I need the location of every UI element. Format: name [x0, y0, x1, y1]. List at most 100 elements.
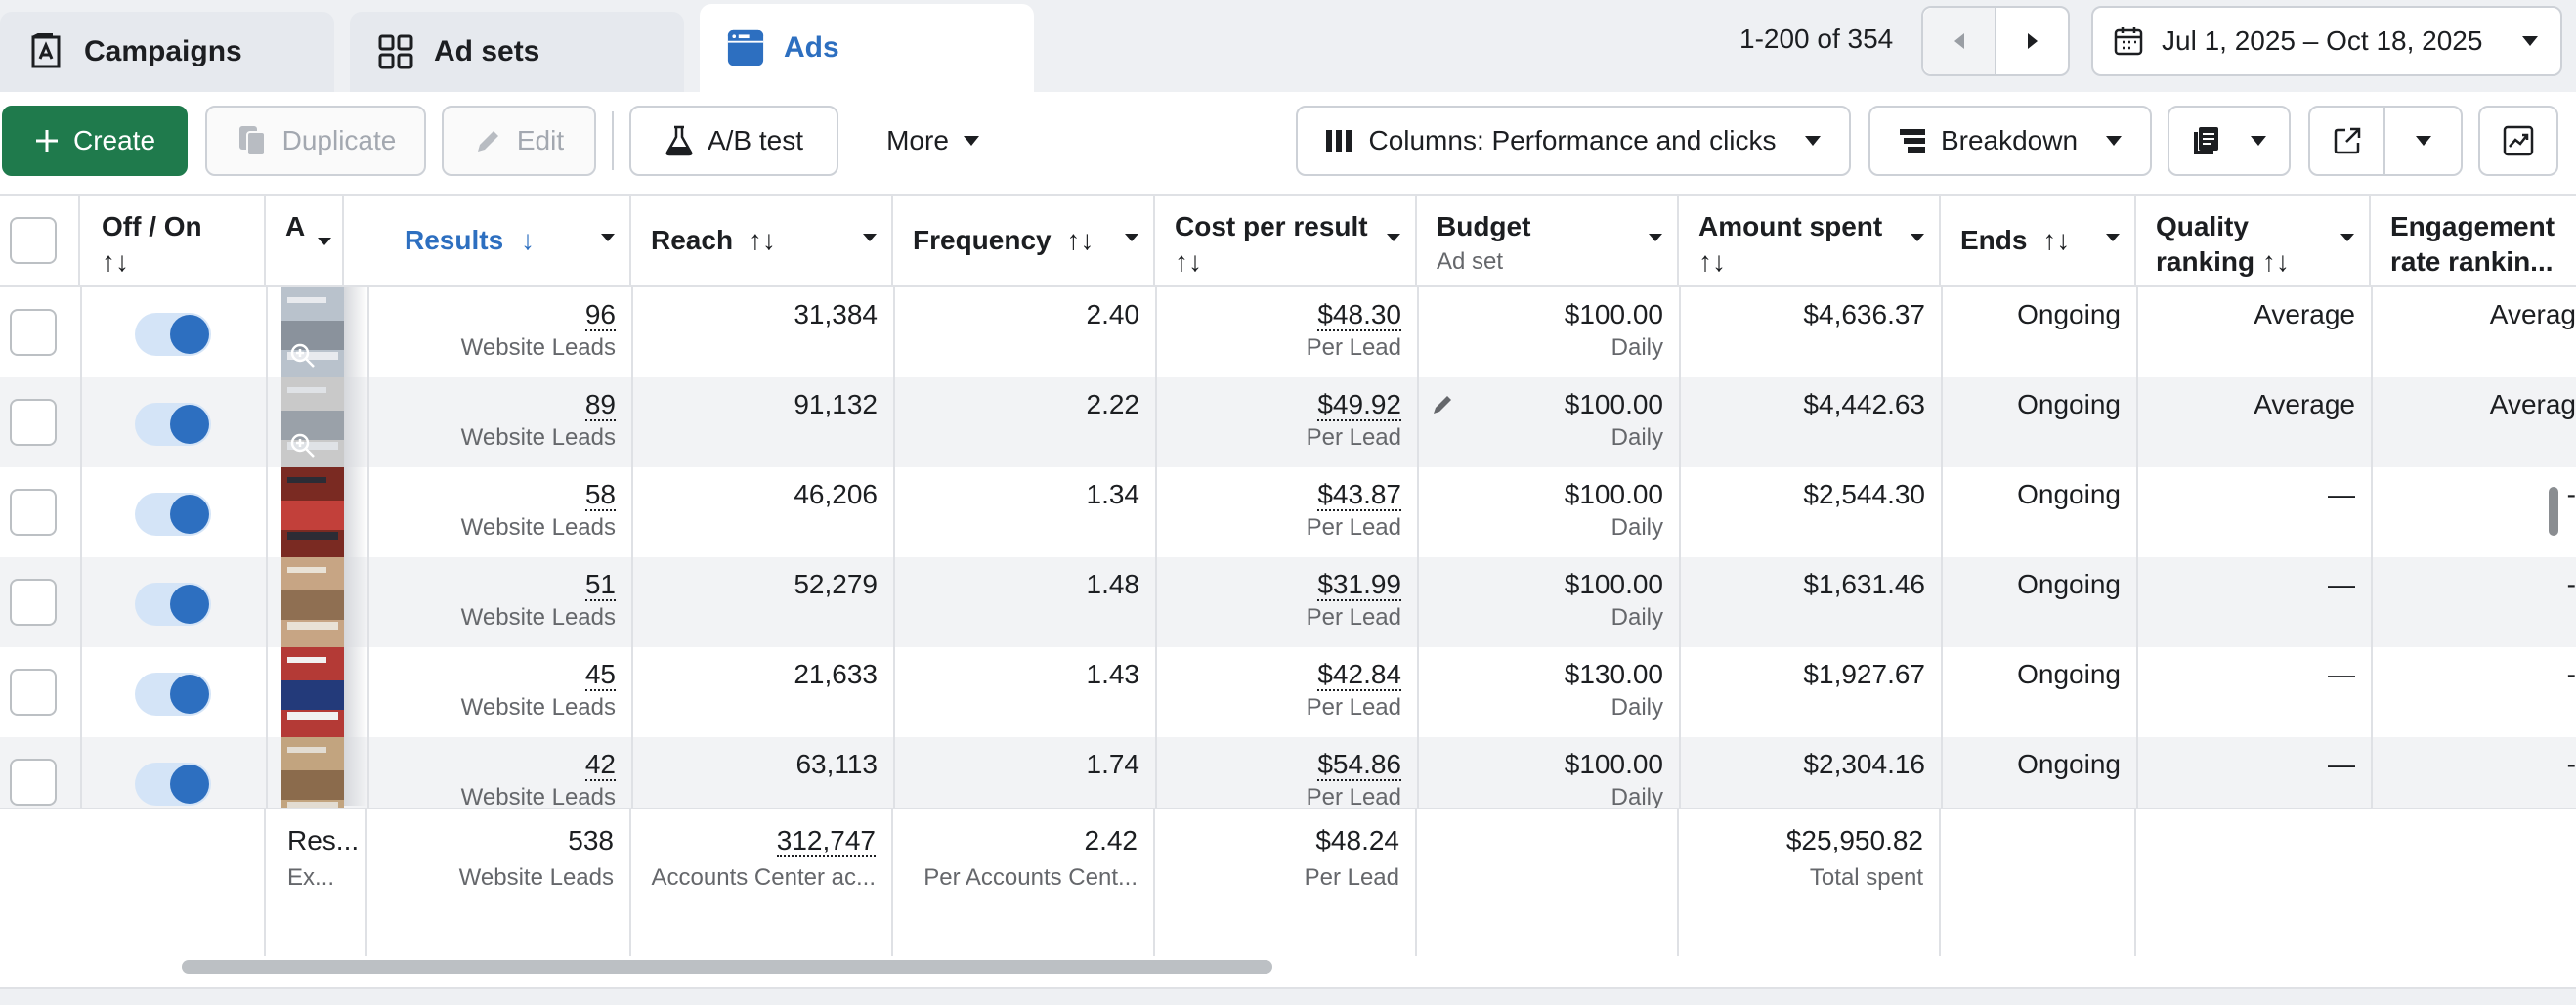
- ad-toggle[interactable]: [135, 673, 211, 716]
- columns-button[interactable]: Columns: Performance and clicks: [1296, 106, 1851, 176]
- header-ad-name[interactable]: A: [266, 196, 344, 287]
- cost-value[interactable]: $54.86: [1317, 749, 1401, 781]
- caret-down-icon: [601, 234, 615, 241]
- cost-value[interactable]: $42.84: [1317, 659, 1401, 691]
- table-row[interactable]: 51 Website Leads 52,279 1.48 $31.99 Per …: [0, 557, 2576, 647]
- caret-down-icon: [2106, 234, 2120, 241]
- summary-cost: $48.24 Per Lead: [1155, 809, 1417, 956]
- results-value[interactable]: 89: [584, 389, 616, 421]
- cell-budget[interactable]: $100.00 Daily: [1417, 287, 1679, 377]
- reports-icon: [2194, 127, 2218, 154]
- row-checkbox[interactable]: [10, 579, 57, 626]
- select-all-checkbox[interactable]: [10, 217, 57, 264]
- more-button[interactable]: More: [864, 106, 1003, 176]
- export-button[interactable]: [2310, 108, 2386, 174]
- ad-toggle[interactable]: [135, 403, 211, 446]
- ad-thumbnail[interactable]: [281, 557, 344, 647]
- next-page-button[interactable]: [1996, 8, 2068, 74]
- reports-button[interactable]: [2168, 106, 2291, 176]
- frequency-value: 1.74: [1086, 749, 1140, 779]
- pagination-controls: [1921, 6, 2070, 76]
- edit-button[interactable]: Edit: [442, 106, 596, 176]
- cost-value[interactable]: $43.87: [1317, 479, 1401, 511]
- row-checkbox[interactable]: [10, 489, 57, 536]
- tab-campaigns[interactable]: Campaigns: [0, 12, 334, 92]
- header-results[interactable]: Results ↓: [367, 196, 631, 287]
- results-value[interactable]: 51: [584, 569, 616, 601]
- header-reach[interactable]: Reach ↑↓: [631, 196, 893, 287]
- table-header: Off / On ↑↓ A Results ↓ Reach ↑↓ Frequen…: [0, 194, 2576, 287]
- cost-value[interactable]: $49.92: [1317, 389, 1401, 421]
- previous-page-button[interactable]: [1923, 8, 1996, 74]
- cell-results: 89 Website Leads: [367, 377, 631, 467]
- cell-frequency: 1.74: [893, 737, 1155, 827]
- tab-ads[interactable]: Ads: [700, 4, 1034, 92]
- cell-budget[interactable]: $100.00 Daily: [1417, 557, 1679, 647]
- caret-down-icon: [1125, 234, 1138, 241]
- header-quality-ranking[interactable]: Quality ranking ↑↓: [2136, 196, 2371, 287]
- results-value[interactable]: 58: [584, 479, 616, 511]
- cost-value[interactable]: $31.99: [1317, 569, 1401, 601]
- cell-results: 45 Website Leads: [367, 647, 631, 737]
- cell-budget[interactable]: $100.00 Daily: [1417, 737, 1679, 827]
- duplicate-icon: [238, 126, 266, 156]
- results-value[interactable]: 96: [584, 299, 616, 331]
- row-checkbox[interactable]: [10, 669, 57, 716]
- charts-button[interactable]: [2478, 106, 2558, 176]
- cell-quality-ranking: —: [2136, 467, 2371, 557]
- horizontal-scrollbar[interactable]: [182, 960, 1272, 974]
- header-engagement-ranking[interactable]: Engagement rate rankin...: [2371, 196, 2576, 287]
- ad-thumbnail[interactable]: [281, 467, 344, 557]
- duplicate-button[interactable]: Duplicate: [205, 106, 426, 176]
- results-value[interactable]: 42: [584, 749, 616, 781]
- cell-cost-per-result: $42.84 Per Lead: [1155, 647, 1417, 737]
- date-range-picker[interactable]: Jul 1, 2025 – Oct 18, 2025: [2091, 6, 2562, 76]
- header-budget[interactable]: Budget Ad set: [1417, 196, 1679, 287]
- select-all-header: [0, 196, 80, 287]
- cell-frequency: 1.34: [893, 467, 1155, 557]
- row-checkbox[interactable]: [10, 309, 57, 356]
- ad-thumbnail[interactable]: [281, 647, 344, 737]
- toolbar-divider: [612, 111, 614, 170]
- summary-reach-value[interactable]: 312,747: [776, 825, 876, 857]
- export-dropdown-button[interactable]: [2385, 108, 2461, 174]
- ad-toggle[interactable]: [135, 583, 211, 626]
- ab-test-button[interactable]: A/B test: [629, 106, 838, 176]
- header-frequency[interactable]: Frequency ↑↓: [893, 196, 1155, 287]
- cell-ends: Ongoing: [1941, 557, 2136, 647]
- table-row[interactable]: 89 Website Leads 91,132 2.22 $49.92 Per …: [0, 377, 2576, 467]
- header-amount-spent-label: Amount spent: [1698, 211, 1883, 241]
- cost-value[interactable]: $48.30: [1317, 299, 1401, 331]
- cell-budget[interactable]: $100.00 Daily: [1417, 467, 1679, 557]
- results-value[interactable]: 45: [584, 659, 616, 691]
- ad-toggle[interactable]: [135, 493, 211, 536]
- table-row[interactable]: 58 Website Leads 46,206 1.34 $43.87 Per …: [0, 467, 2576, 557]
- cell-amount-spent: $1,927.67: [1679, 647, 1941, 737]
- header-cost-per-result[interactable]: Cost per result ↑↓: [1155, 196, 1417, 287]
- ad-thumbnail[interactable]: [281, 287, 344, 377]
- tab-ad-sets[interactable]: Ad sets: [350, 12, 684, 92]
- frequency-value: 1.34: [1086, 479, 1140, 509]
- spent-value: $2,544.30: [1803, 479, 1925, 509]
- vertical-scrollbar[interactable]: [2549, 487, 2558, 536]
- ad-toggle[interactable]: [135, 313, 211, 356]
- table-row[interactable]: 96 Website Leads 31,384 2.40 $48.30 Per …: [0, 287, 2576, 377]
- cell-budget[interactable]: $130.00 Daily: [1417, 647, 1679, 737]
- sort-icon: ↑↓: [2042, 225, 2071, 255]
- quality-value: Average: [2254, 299, 2355, 329]
- ad-toggle[interactable]: [135, 763, 211, 806]
- row-checkbox[interactable]: [10, 399, 57, 446]
- create-button[interactable]: Create: [2, 106, 188, 176]
- header-ends[interactable]: Ends ↑↓: [1941, 196, 2136, 287]
- summary-label: Res... Ex...: [266, 809, 367, 956]
- header-off-on[interactable]: Off / On ↑↓: [80, 196, 266, 287]
- caret-down-icon: [963, 136, 979, 146]
- ad-thumbnail[interactable]: [281, 377, 344, 467]
- engagement-value: -: [2566, 569, 2576, 599]
- row-checkbox[interactable]: [10, 759, 57, 806]
- cell-cost-per-result: $54.86 Per Lead: [1155, 737, 1417, 827]
- breakdown-button[interactable]: Breakdown: [1868, 106, 2152, 176]
- table-row[interactable]: 45 Website Leads 21,633 1.43 $42.84 Per …: [0, 647, 2576, 737]
- cell-budget[interactable]: $100.00 Daily: [1417, 377, 1679, 467]
- header-amount-spent[interactable]: Amount spent ↑↓: [1679, 196, 1941, 287]
